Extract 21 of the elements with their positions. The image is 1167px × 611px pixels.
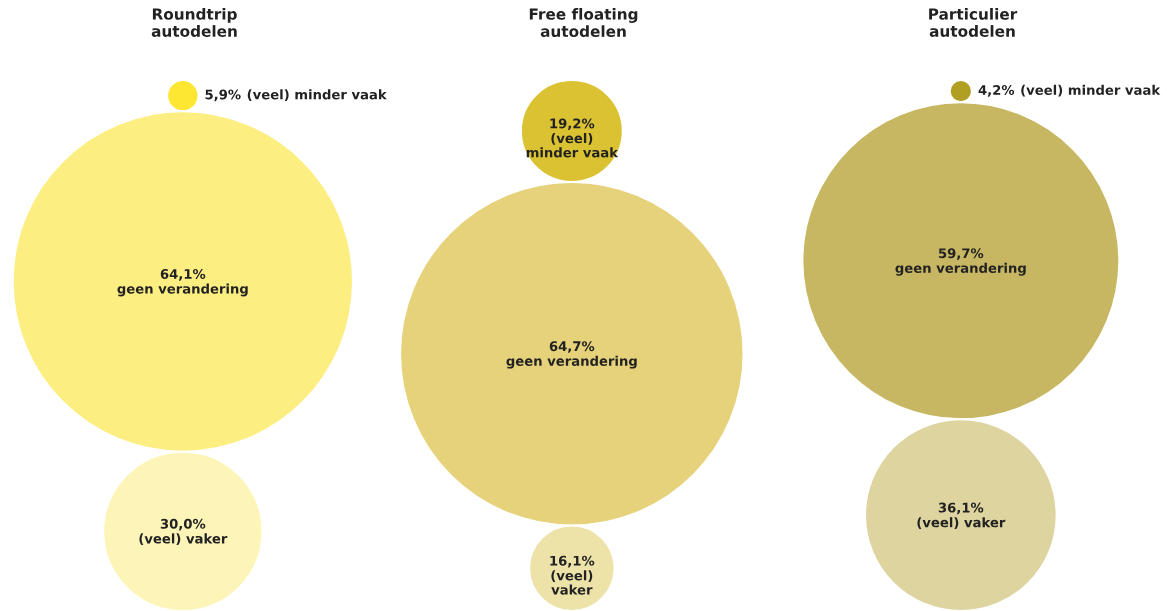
- data-label: 19,2%: [550, 118, 595, 131]
- data-label: 64,7%: [549, 341, 595, 353]
- category-label: (veel) minder vaak: [1021, 84, 1161, 97]
- data-label: 4,2%: [978, 85, 1015, 97]
- category-label: geen verandering: [117, 283, 248, 297]
- category-label: (veel) vaker: [139, 533, 228, 546]
- category-label: (veel) minder vaak: [247, 89, 387, 102]
- text: Particulier autodelen: [929, 8, 1018, 37]
- data-label: 16,1%: [550, 555, 595, 568]
- category-label: (veel) vaker: [917, 517, 1006, 529]
- data-label: 30,0%: [160, 518, 206, 531]
- category-label: geen verandering: [506, 355, 637, 369]
- text: Free floating autodelen: [529, 8, 638, 38]
- data-label: 59,7%: [938, 248, 984, 260]
- category-label: (veel) vaker: [551, 570, 593, 595]
- data-label: 64,1%: [160, 268, 206, 281]
- data-label: 5,9%: [205, 89, 241, 102]
- data-label: 36,1%: [938, 502, 984, 515]
- text: Roundtrip autodelen: [151, 8, 237, 37]
- category-label: (veel) minder vaak: [526, 132, 619, 158]
- category-label: geen verandering: [895, 262, 1026, 276]
